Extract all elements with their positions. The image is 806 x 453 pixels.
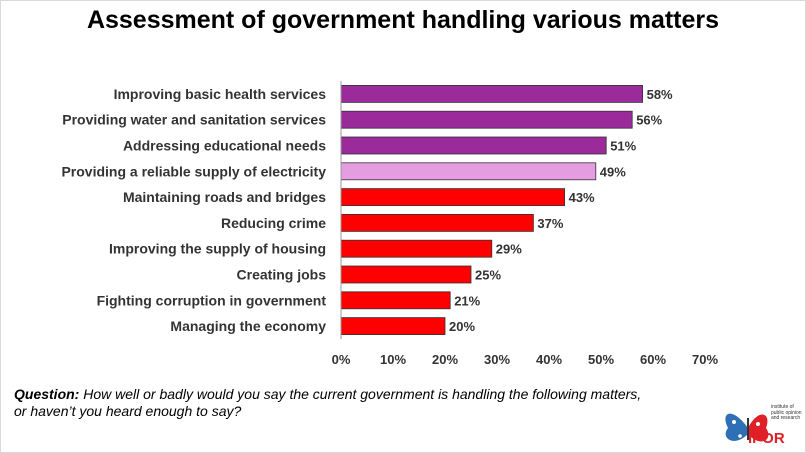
question-label: Question: <box>14 386 80 402</box>
category-label: Fighting corruption in government <box>97 292 327 308</box>
bar-chart: Improving basic health services 58% Provid… <box>61 81 718 367</box>
data-label: 20% <box>449 319 475 334</box>
category-label: Maintaining roads and bridges <box>123 189 326 205</box>
bar <box>340 110 633 129</box>
x-tick-label: 40% <box>536 352 562 367</box>
category-label: Improving basic health services <box>114 86 327 102</box>
data-label: 37% <box>537 216 563 231</box>
bar <box>340 162 597 181</box>
x-tick-label: 20% <box>432 352 458 367</box>
category-label: Addressing educational needs <box>123 138 326 154</box>
butterfly-icon <box>725 413 769 442</box>
category-label: Managing the economy <box>170 318 326 334</box>
data-label: 43% <box>569 190 595 205</box>
bar <box>340 239 493 258</box>
logo-wordmark: IPOR <box>748 430 785 447</box>
x-tick-label: 30% <box>484 352 510 367</box>
data-label: 49% <box>600 164 626 179</box>
x-tick-label: 60% <box>640 352 666 367</box>
bar <box>340 291 451 310</box>
bar <box>340 188 566 207</box>
bar <box>340 85 644 103</box>
category-label: Providing water and sanitation services <box>62 112 326 128</box>
x-tick-label: 70% <box>692 352 718 367</box>
category-label: Improving the supply of housing <box>109 241 326 257</box>
question-text: How well or badly would you say the curr… <box>14 386 642 419</box>
data-label: 29% <box>496 242 522 257</box>
x-tick-label: 0% <box>332 352 351 367</box>
bar <box>340 317 446 336</box>
category-label: Creating jobs <box>237 267 327 283</box>
data-label: 56% <box>636 113 662 128</box>
x-tick-label: 10% <box>380 352 406 367</box>
bar <box>340 136 607 155</box>
data-label: 21% <box>454 293 480 308</box>
data-label: 58% <box>647 87 673 102</box>
data-label: 25% <box>475 268 501 283</box>
question-note: Question: How well or badly would you sa… <box>14 386 654 420</box>
logo-subtitle: institute of public opinion and research <box>771 404 802 421</box>
x-tick-label: 50% <box>588 352 614 367</box>
bar <box>340 213 534 232</box>
bar <box>340 265 472 284</box>
data-label: 51% <box>610 139 636 154</box>
category-label: Reducing crime <box>221 215 326 231</box>
chart-title: Assessment of government handling variou… <box>86 6 720 34</box>
category-label: Providing a reliable supply of electrici… <box>61 163 326 179</box>
